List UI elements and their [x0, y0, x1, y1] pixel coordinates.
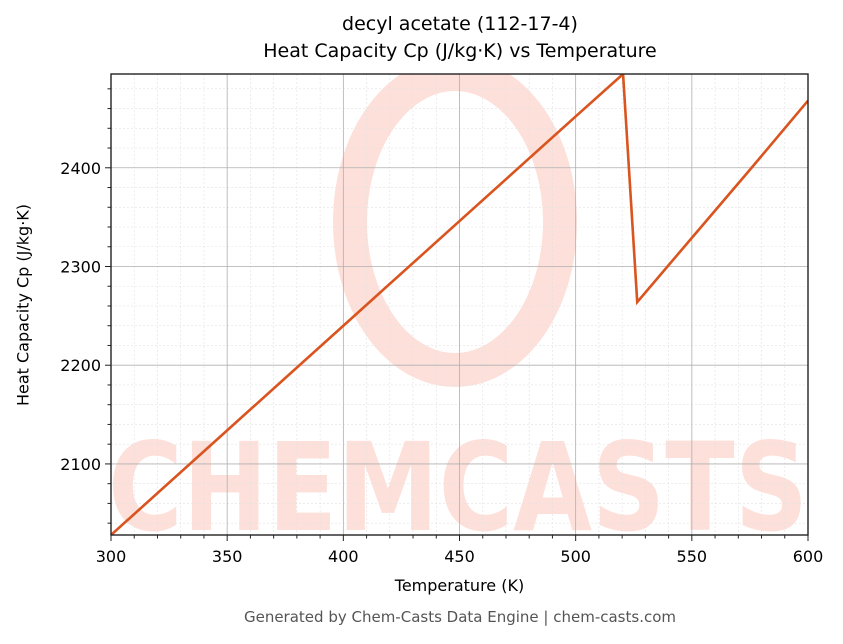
y-tick-label: 2300 [60, 257, 101, 276]
y-tick-label: 2400 [60, 159, 101, 178]
x-tick-label: 450 [444, 547, 475, 566]
x-tick-label: 300 [96, 547, 127, 566]
x-tick-label: 350 [212, 547, 243, 566]
y-tick-label: 2100 [60, 455, 101, 474]
y-axis-label: Heat Capacity Cp (J/kg·K) [13, 203, 33, 407]
x-tick-label: 500 [560, 547, 591, 566]
chart-subtitle: Heat Capacity Cp (J/kg·K) vs Temperature [263, 40, 657, 62]
x-tick-label: 550 [677, 547, 708, 566]
x-axis-label: Temperature (K) [394, 576, 525, 595]
x-tick-label: 600 [793, 547, 824, 566]
footer-credit: Generated by Chem-Casts Data Engine | ch… [243, 608, 677, 626]
data-line [111, 74, 808, 535]
watermark-logo [333, 74, 577, 387]
watermark-text: CHEMCASTS [108, 417, 808, 559]
y-tick-label: 2200 [60, 356, 101, 375]
x-tick-label: 400 [328, 547, 359, 566]
chart-title: decyl acetate (112-17-4) [342, 13, 578, 35]
